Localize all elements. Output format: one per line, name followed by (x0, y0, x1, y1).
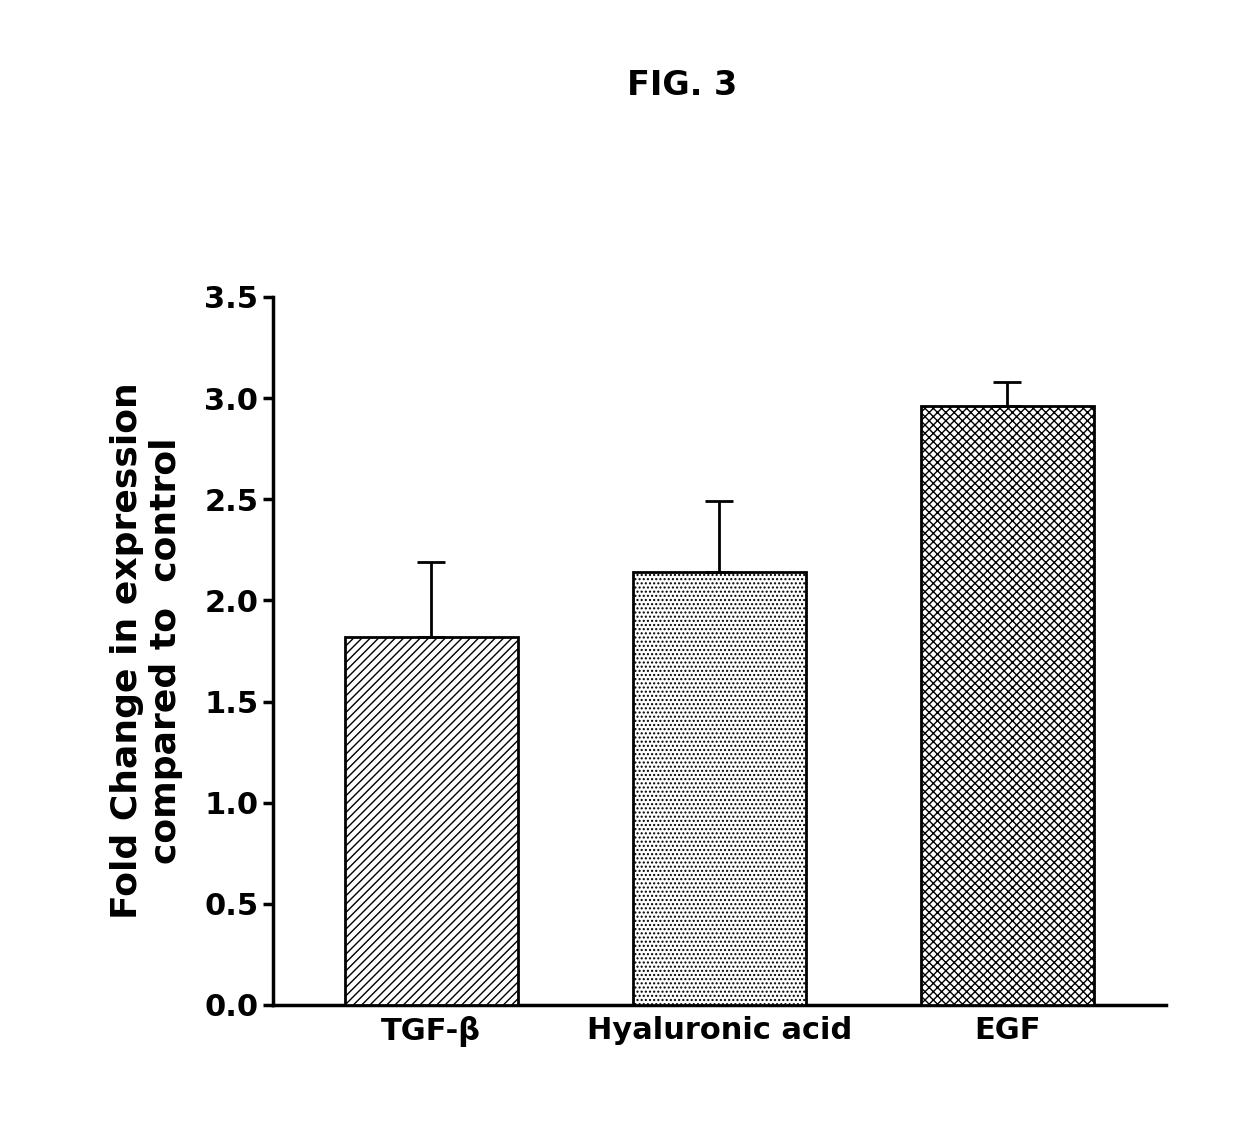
Text: FIG. 3: FIG. 3 (627, 69, 737, 102)
Y-axis label: Fold Change in expression
compared to  control: Fold Change in expression compared to co… (110, 383, 184, 919)
Bar (345, 637, 517, 1005)
Bar (921, 407, 1094, 1005)
Bar (632, 572, 806, 1005)
